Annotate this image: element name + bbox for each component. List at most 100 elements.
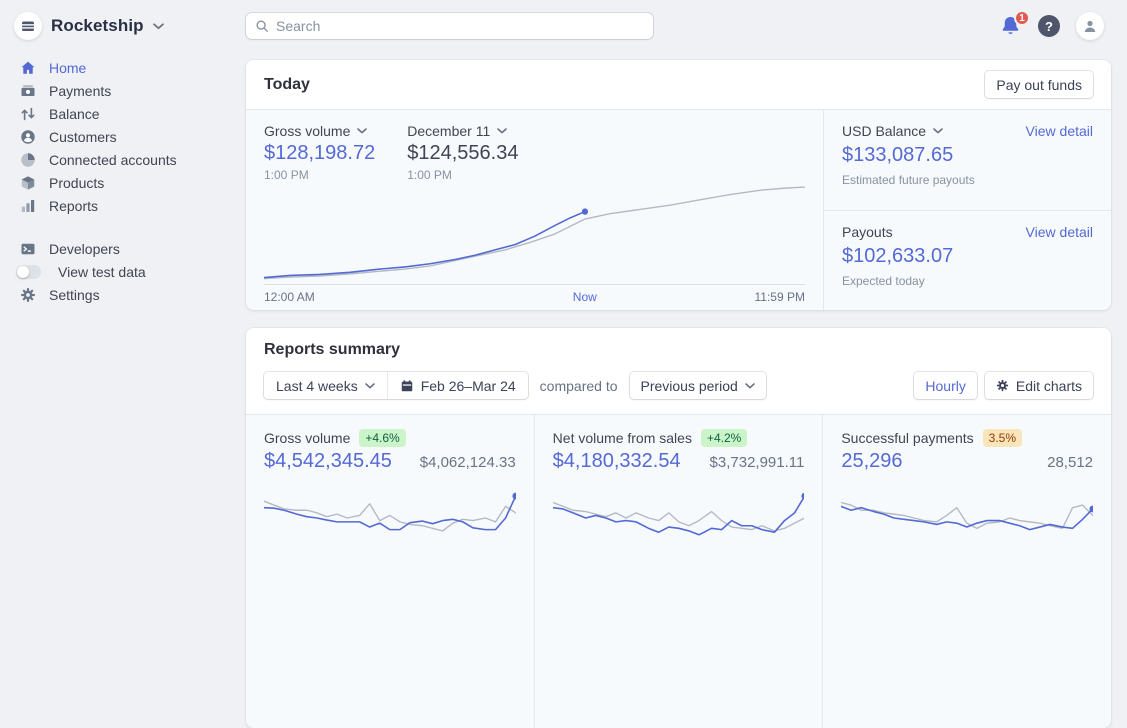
sidebar: Home Payments Balance Customers Connecte… [0, 56, 246, 306]
sidebar-secondary-group: Developers View test data Settings [0, 237, 246, 306]
gear-icon [996, 379, 1009, 392]
sidebar-item-label: Settings [49, 286, 100, 303]
notifications-button[interactable]: 1 [1000, 10, 1030, 37]
axis-label-end: 11:59 PM [754, 290, 805, 304]
comparison-date-selector[interactable]: December 11 [407, 123, 518, 139]
edit-charts-button[interactable]: Edit charts [984, 372, 1093, 399]
balance-icon [20, 106, 36, 122]
sidebar-item-customers[interactable]: Customers [0, 125, 246, 148]
metric-net-volume[interactable]: Net volume from sales +4.2% $4,180,332.5… [533, 415, 823, 728]
stat-label: December 11 [407, 123, 491, 139]
connected-accounts-icon [20, 152, 36, 168]
compare-period-button[interactable]: Previous period [629, 372, 766, 399]
chart-x-axis: 12:00 AM Now 11:59 PM [264, 285, 805, 310]
interval-button[interactable]: Hourly [914, 372, 977, 399]
help-button[interactable]: ? [1038, 15, 1060, 37]
comparison-value: $124,556.34 [407, 142, 519, 164]
test-data-toggle[interactable] [16, 264, 41, 279]
date-range-button[interactable]: Feb 26–Mar 24 [386, 372, 528, 399]
sidebar-item-payments[interactable]: Payments [0, 79, 246, 102]
chevron-down-icon [497, 128, 508, 134]
balance-panel: USD Balance View detail $133,087.65 Esti… [823, 110, 1111, 310]
reports-filters-right: Hourly Edit charts [914, 372, 1093, 399]
usd-balance-label: USD Balance [842, 123, 927, 139]
payouts-section: Payouts View detail $102,633.07 Expected… [824, 209, 1111, 311]
usd-balance-selector[interactable]: USD Balance [842, 123, 943, 139]
pay-out-funds-button[interactable]: Pay out funds [985, 71, 1093, 98]
sidebar-item-label: View test data [58, 263, 146, 280]
metric-compare-value: $4,062,124.33 [419, 454, 516, 471]
notification-count-badge: 1 [1014, 10, 1030, 26]
reports-title: Reports summary [264, 341, 401, 358]
metric-successful-payments[interactable]: Successful payments 3.5% 25,296 28,512 [822, 415, 1111, 728]
date-range-label: Feb 26–Mar 24 [420, 377, 516, 394]
gross-volume-value: $128,198.72 [264, 142, 376, 164]
question-mark-icon: ? [1045, 18, 1053, 34]
metric-gross-volume[interactable]: Gross volume +4.6% $4,542,345.45 $4,062,… [246, 415, 534, 728]
account-switcher[interactable]: Rocketship [14, 0, 164, 52]
usd-balance-section: USD Balance View detail $133,087.65 Esti… [824, 110, 1111, 210]
today-stats-row: Gross volume $128,198.72 1:00 PM Decembe… [264, 123, 805, 182]
avatar[interactable] [1076, 12, 1104, 40]
change-badge: 3.5% [982, 429, 1022, 447]
terminal-icon [20, 241, 36, 257]
sidebar-item-label: Products [49, 174, 105, 191]
reports-header: Reports summary Last 4 weeks Feb 26–Mar … [246, 328, 1111, 415]
today-card-header: Today Pay out funds [246, 60, 1111, 110]
metric-value: $4,542,345.45 [264, 450, 392, 472]
gross-volume-stat: Gross volume $128,198.72 1:00 PM [264, 123, 375, 182]
reports-filters-left: Last 4 weeks Feb 26–Mar 24 compared to P… [264, 372, 766, 399]
search-input[interactable] [276, 18, 644, 34]
sidebar-item-label: Connected accounts [49, 151, 177, 168]
payouts-view-detail-link[interactable]: View detail [1025, 223, 1093, 240]
toggle-knob [17, 265, 29, 278]
sidebar-item-settings[interactable]: Settings [0, 283, 246, 306]
sidebar-item-home[interactable]: Home [0, 56, 246, 79]
change-badge: +4.2% [700, 429, 748, 447]
calendar-icon [400, 379, 414, 393]
reports-summary-card: Reports summary Last 4 weeks Feb 26–Mar … [246, 328, 1111, 728]
pay-out-funds-label: Pay out funds [996, 76, 1082, 93]
payouts-value: $102,633.07 [842, 244, 954, 267]
gross-volume-metric-selector[interactable]: Gross volume [264, 123, 375, 139]
chevron-down-icon [933, 128, 943, 134]
metric-value: 25,296 [841, 450, 903, 472]
today-chart-section: Gross volume $128,198.72 1:00 PM Decembe… [246, 110, 823, 310]
stat-label: Gross volume [264, 123, 351, 139]
successful-payments-sparkline [841, 487, 1094, 549]
customers-icon [20, 129, 36, 145]
sidebar-item-reports[interactable]: Reports [0, 194, 246, 217]
sidebar-item-label: Home [49, 59, 87, 76]
metric-compare-value: $3,732,991.11 [709, 454, 805, 471]
comparison-time: 1:00 PM [407, 168, 452, 182]
chevron-down-icon [357, 128, 368, 134]
chevron-down-icon [152, 22, 164, 30]
rocketship-logo-icon [22, 21, 34, 31]
edit-charts-label: Edit charts [1015, 377, 1082, 394]
search-bar[interactable] [246, 13, 653, 39]
sidebar-item-balance[interactable]: Balance [0, 102, 246, 125]
range-preset-button[interactable]: Last 4 weeks [264, 372, 387, 399]
sidebar-item-label: Reports [49, 197, 99, 214]
comparison-stat: December 11 $124,556.34 1:00 PM [407, 123, 518, 182]
usd-balance-view-detail-link[interactable]: View detail [1025, 123, 1093, 139]
change-badge: +4.6% [359, 429, 406, 447]
axis-label-start: 12:00 AM [264, 290, 315, 304]
axis-label-now[interactable]: Now [572, 290, 597, 304]
account-name: Rocketship [51, 16, 144, 35]
metric-value: $4,180,332.54 [552, 450, 681, 472]
topbar-actions: 1 ? [1000, 0, 1104, 52]
sidebar-item-products[interactable]: Products [0, 171, 246, 194]
sidebar-item-label: Balance [49, 105, 100, 122]
payments-icon [20, 83, 36, 99]
reports-icon [20, 198, 36, 214]
sidebar-item-connected-accounts[interactable]: Connected accounts [0, 148, 246, 171]
metric-compare-value: 28,512 [1047, 454, 1094, 471]
metric-label: Successful payments [841, 430, 974, 446]
today-title: Today [264, 75, 310, 93]
metric-label: Gross volume [264, 430, 351, 446]
range-preset-label: Last 4 weeks [276, 377, 358, 394]
sidebar-item-developers[interactable]: Developers [0, 237, 246, 260]
gross-volume-chart [264, 186, 805, 285]
sidebar-item-view-test-data[interactable]: View test data [0, 260, 246, 283]
